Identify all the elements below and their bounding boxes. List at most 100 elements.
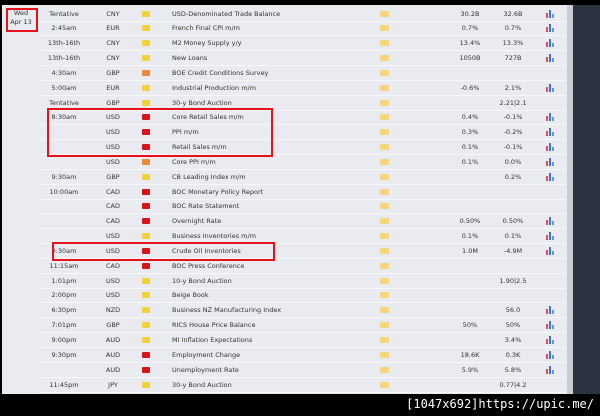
- folder-icon[interactable]: [380, 203, 389, 210]
- chart-icon[interactable]: [546, 246, 554, 255]
- event-title[interactable]: Employment Change: [172, 350, 241, 359]
- chart-icon[interactable]: [546, 24, 554, 33]
- forecast-value: 0.7%: [504, 24, 522, 33]
- event-title[interactable]: RICS House Price Balance: [172, 321, 256, 330]
- chart-icon[interactable]: [546, 217, 554, 226]
- event-title[interactable]: 30-y Bond Auction: [172, 98, 232, 107]
- chart-icon[interactable]: [546, 321, 554, 330]
- table-row[interactable]: USD Business Inventories m/m 0.1% 0.1%: [40, 229, 567, 245]
- scrollbar[interactable]: [567, 5, 573, 394]
- table-row[interactable]: 6:30pm NZD Business NZ Manufacturing Ind…: [40, 303, 567, 319]
- event-title[interactable]: BOC Press Conference: [172, 261, 245, 270]
- event-title[interactable]: USD-Denominated Trade Balance: [172, 9, 281, 18]
- chart-icon[interactable]: [546, 232, 554, 241]
- chart-icon[interactable]: [546, 306, 554, 315]
- table-row[interactable]: USD Retail Sales m/m 0.1% -0.1%: [40, 140, 567, 156]
- folder-icon[interactable]: [380, 188, 389, 195]
- folder-icon[interactable]: [380, 381, 389, 388]
- folder-icon[interactable]: [380, 173, 389, 180]
- table-row[interactable]: 7:01pm GBP RICS House Price Balance 50% …: [40, 318, 567, 334]
- chart-icon[interactable]: [546, 83, 554, 92]
- table-row[interactable]: AUD Unemployment Rate 5.9% 5.8%: [40, 363, 567, 378]
- folder-icon[interactable]: [380, 114, 389, 121]
- event-title[interactable]: Core PPI m/m: [172, 157, 216, 166]
- folder-icon[interactable]: [380, 25, 389, 32]
- folder-icon[interactable]: [380, 277, 389, 284]
- chart-icon[interactable]: [546, 113, 554, 122]
- event-title[interactable]: Business Inventories m/m: [172, 232, 257, 241]
- chart-icon[interactable]: [546, 335, 554, 344]
- folder-icon[interactable]: [380, 158, 389, 165]
- table-row[interactable]: 0:30am USD Crude Oil Inventories 1.0M -4…: [40, 244, 567, 259]
- event-title[interactable]: Industrial Production m/m: [172, 83, 257, 92]
- chart-icon[interactable]: [546, 39, 554, 48]
- event-title[interactable]: 30-y Bond Auction: [172, 380, 232, 389]
- event-title[interactable]: CB Leading Index m/m: [172, 172, 246, 181]
- folder-icon[interactable]: [380, 69, 389, 76]
- table-row[interactable]: 1:01pm USD 10-y Bond Auction 1.90|2.5: [40, 274, 567, 289]
- folder-icon[interactable]: [380, 247, 389, 254]
- folder-icon[interactable]: [380, 336, 389, 343]
- table-row[interactable]: 11:15am CAD BOC Press Conference: [40, 259, 567, 274]
- table-row[interactable]: 10:00am CAD BOC Monetary Policy Report: [40, 185, 567, 200]
- event-title[interactable]: M2 Money Supply y/y: [172, 39, 242, 48]
- chart-icon[interactable]: [546, 143, 554, 152]
- chart-icon[interactable]: [546, 9, 554, 18]
- folder-icon[interactable]: [380, 351, 389, 358]
- folder-icon[interactable]: [380, 233, 389, 240]
- table-row[interactable]: USD PPI m/m 0.3% -0.2%: [40, 125, 567, 141]
- table-row[interactable]: 13th-16th CNY New Loans 1050B 727B: [40, 51, 567, 67]
- event-currency: GBP: [106, 68, 120, 77]
- chart-icon[interactable]: [546, 128, 554, 137]
- chart-icon[interactable]: [546, 157, 554, 166]
- event-title[interactable]: BOE Credit Conditions Survey: [172, 68, 269, 77]
- event-title[interactable]: BOC Rate Statement: [172, 202, 240, 211]
- folder-icon[interactable]: [380, 366, 389, 373]
- folder-icon[interactable]: [380, 40, 389, 47]
- chart-icon[interactable]: [546, 350, 554, 359]
- folder-icon[interactable]: [380, 307, 389, 314]
- table-row[interactable]: CAD Overnight Rate 0.50% 0.50%: [40, 214, 567, 230]
- table-row[interactable]: 2:45am EUR French Final CPI m/m 0.7% 0.7…: [40, 21, 567, 37]
- date-cell: Wed Apr 13: [8, 9, 34, 27]
- folder-icon[interactable]: [380, 55, 389, 62]
- folder-icon[interactable]: [380, 322, 389, 329]
- chart-icon[interactable]: [546, 172, 554, 181]
- table-row[interactable]: CAD BOC Rate Statement: [40, 199, 567, 215]
- table-row[interactable]: 11:45pm JPY 30-y Bond Auction 0.77|4.2: [40, 378, 567, 393]
- chart-icon[interactable]: [546, 54, 554, 63]
- table-row[interactable]: 8:30am USD Core Retail Sales m/m 0.4% -0…: [40, 110, 567, 126]
- folder-icon[interactable]: [380, 292, 389, 299]
- event-title[interactable]: Retail Sales m/m: [172, 143, 227, 152]
- event-title[interactable]: 10-y Bond Auction: [172, 276, 232, 285]
- table-row[interactable]: Tentative CNY USD-Denominated Trade Bala…: [40, 7, 567, 22]
- folder-icon[interactable]: [380, 129, 389, 136]
- event-title[interactable]: Business NZ Manufacturing Index: [172, 306, 282, 315]
- folder-icon[interactable]: [380, 262, 389, 269]
- table-row[interactable]: 13th-16th CNY M2 Money Supply y/y 13.4% …: [40, 36, 567, 52]
- event-title[interactable]: BOC Monetary Policy Report: [172, 187, 264, 196]
- table-row[interactable]: 9:30pm AUD Employment Change 18.6K 0.3K: [40, 348, 567, 363]
- folder-icon[interactable]: [380, 218, 389, 225]
- table-row[interactable]: USD Core PPI m/m 0.1% 0.0%: [40, 155, 567, 170]
- event-title[interactable]: Beige Book: [172, 291, 209, 300]
- folder-icon[interactable]: [380, 10, 389, 17]
- event-title[interactable]: French Final CPI m/m: [172, 24, 241, 33]
- event-title[interactable]: Core Retail Sales m/m: [172, 113, 244, 122]
- table-row[interactable]: Tentative GBP 30-y Bond Auction 2.21|2.1: [40, 96, 567, 111]
- event-title[interactable]: MI Inflation Expectations: [172, 335, 253, 344]
- table-row[interactable]: 4:30am GBP BOE Credit Conditions Survey: [40, 66, 567, 81]
- folder-icon[interactable]: [380, 144, 389, 151]
- table-row[interactable]: 5:00am EUR Industrial Production m/m -0.…: [40, 81, 567, 96]
- event-title[interactable]: Crude Oil Inventories: [172, 246, 241, 255]
- event-title[interactable]: Overnight Rate: [172, 217, 222, 226]
- event-title[interactable]: New Loans: [172, 54, 208, 63]
- table-row[interactable]: 9:00pm AUD MI Inflation Expectations 3.4…: [40, 333, 567, 348]
- folder-icon[interactable]: [380, 84, 389, 91]
- folder-icon[interactable]: [380, 99, 389, 106]
- event-title[interactable]: PPI m/m: [172, 128, 199, 137]
- table-row[interactable]: 2:00pm USD Beige Book: [40, 288, 567, 304]
- chart-icon[interactable]: [546, 365, 554, 374]
- event-title[interactable]: Unemployment Rate: [172, 365, 239, 374]
- table-row[interactable]: 9:30am GBP CB Leading Index m/m 0.2%: [40, 170, 567, 185]
